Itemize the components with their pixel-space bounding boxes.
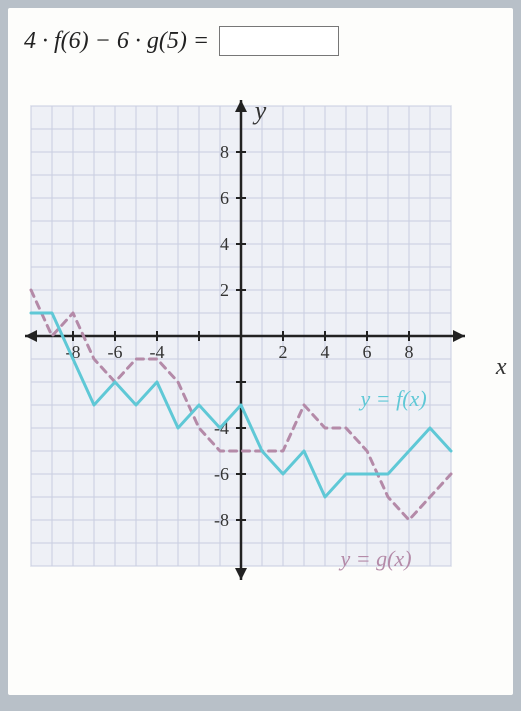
equation-text: 4 · f(6) − 6 · g(5) = <box>24 28 209 55</box>
svg-text:4: 4 <box>320 342 329 362</box>
f-series-label: y = f(x) <box>361 386 427 412</box>
svg-text:6: 6 <box>362 342 371 362</box>
x-axis-label: x <box>496 354 507 381</box>
svg-text:-6: -6 <box>107 342 122 362</box>
equation-row: 4 · f(6) − 6 · g(5) = <box>24 26 501 56</box>
svg-text:-8: -8 <box>214 510 229 530</box>
page-container: 4 · f(6) − 6 · g(5) = y -8-6-424682468-4… <box>8 8 513 695</box>
svg-text:6: 6 <box>220 188 229 208</box>
svg-text:4: 4 <box>220 234 229 254</box>
answer-input-box[interactable] <box>219 26 339 56</box>
svg-text:-6: -6 <box>214 464 229 484</box>
svg-text:2: 2 <box>278 342 287 362</box>
chart-svg: -8-6-424682468-4-6-8 <box>21 96 481 606</box>
y-axis-label: y <box>255 96 267 126</box>
svg-text:2: 2 <box>220 280 229 300</box>
g-series-label: y = g(x) <box>341 546 412 572</box>
svg-text:8: 8 <box>404 342 413 362</box>
svg-text:8: 8 <box>220 142 229 162</box>
chart-container: y -8-6-424682468-4-6-8 x y = f(x) y = g(… <box>21 96 501 636</box>
